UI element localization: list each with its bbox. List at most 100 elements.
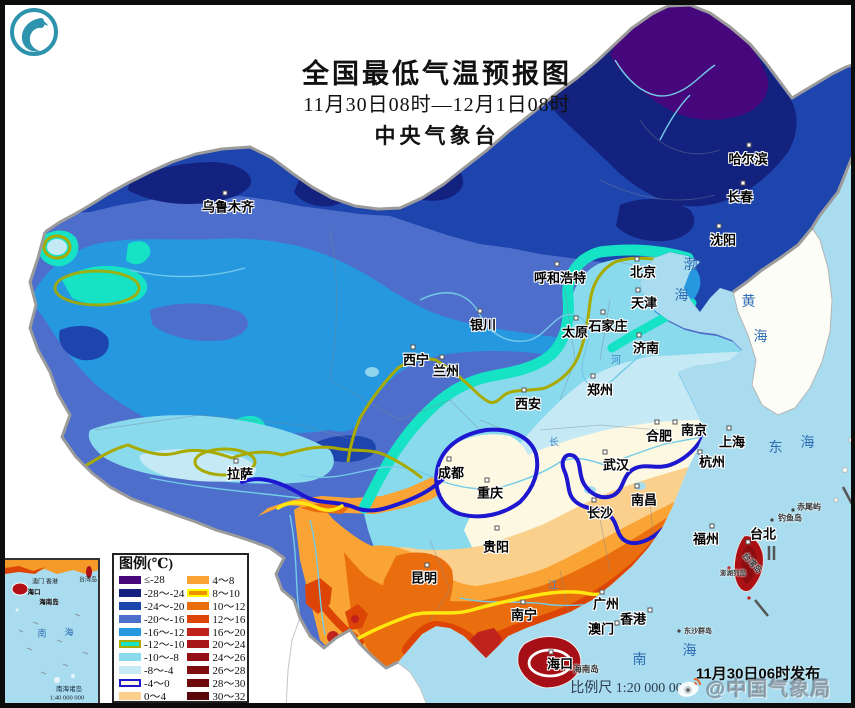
city-dot (233, 458, 239, 464)
legend-range-label: 0～4 (144, 690, 166, 703)
city-dot (614, 620, 620, 626)
city-dot (410, 344, 416, 350)
city-dot (745, 539, 751, 545)
inset-label: 台湾岛 (78, 577, 98, 584)
city-dot (439, 354, 445, 360)
city-dot (634, 256, 640, 262)
island-dot (770, 518, 774, 522)
river-label: 长 (549, 437, 559, 449)
city-label: 呼和浩特 (533, 270, 587, 286)
city-label: 台北 (749, 526, 777, 542)
legend-item: 16～20 (187, 625, 246, 639)
legend-swatch (119, 653, 141, 662)
city-dot (573, 315, 579, 321)
legend-swatch (187, 614, 210, 623)
legend-item: 4～8 (187, 574, 245, 587)
city-dot (446, 456, 452, 462)
island-label: 赤尾屿 (797, 502, 821, 512)
legend-range-label: 4～8 (212, 575, 235, 588)
legend-item: 10～12 (187, 600, 245, 613)
island-label: 钓鱼岛 (778, 513, 802, 523)
legend-item: 26～28 (187, 664, 245, 677)
city-label: 沈阳 (709, 232, 737, 248)
legend-swatch (119, 640, 141, 649)
city-dot (647, 607, 653, 613)
city-label: 杭州 (698, 454, 726, 470)
city-dot (599, 589, 605, 595)
legend-range-label: 10～12 (212, 601, 246, 613)
legend-column-right: 4～8 8～10 10～12 12～16 16～20 20～24 24～26 26～28 28～… (187, 574, 246, 703)
city-dot (424, 562, 430, 568)
island-label: 澎湖列岛 (720, 570, 746, 577)
legend-item: -16～-12 (119, 625, 184, 639)
legend-item: 30～32 (187, 689, 245, 703)
hainan-island (517, 636, 582, 689)
city-dot (740, 180, 746, 186)
legend-range-label: 26～28 (212, 664, 246, 677)
watermark: @中国气象局 (706, 678, 832, 701)
inset-label: 澳门 香港 (32, 579, 58, 586)
legend-title: 图例(℃) (119, 557, 174, 572)
city-dot (726, 425, 732, 431)
legend-item: -24～-20 (119, 600, 184, 613)
legend-swatch (187, 678, 210, 687)
legend-item: 0～4 (119, 689, 184, 703)
legend-swatch (187, 665, 210, 674)
legend-range-label: 16～20 (212, 626, 246, 639)
province-borders (94, 119, 721, 621)
rivers (129, 59, 716, 636)
city-dot (634, 483, 640, 489)
legend-swatch (119, 614, 141, 623)
legend-range-label: -28～-24 (144, 588, 185, 601)
city-label: 上海 (718, 434, 746, 450)
city-label: 银川 (469, 317, 497, 333)
legend-swatch (187, 627, 210, 636)
sea-label: 南 (632, 653, 648, 668)
legend-swatch (119, 601, 141, 610)
city-label: 济南 (632, 340, 660, 356)
city-label: 郑州 (586, 382, 614, 398)
legend-swatch (119, 691, 141, 700)
sea-label: 渤 (683, 258, 699, 273)
inset-graphics (5, 560, 98, 683)
agency-name: 中央气象台 (374, 124, 500, 148)
legend-swatch (119, 665, 141, 674)
city-label: 昆明 (410, 570, 438, 586)
city-dot (591, 497, 597, 503)
inset-label: 南海诸岛 (56, 686, 82, 693)
city-dot (636, 332, 642, 338)
city-dot (548, 649, 554, 655)
legend-item: ≤-28 (119, 574, 184, 587)
legend-swatch (187, 691, 210, 700)
city-dot (697, 449, 703, 455)
legend-swatch (187, 640, 210, 649)
city-label: 广州 (592, 596, 620, 612)
city-label: 南昌 (630, 492, 658, 508)
legend-swatch (187, 601, 210, 610)
south-china-sea-inset: 澳门 香港 台湾岛 海口 海南岛南 海南海诸岛 1:40 000 000 (3, 558, 100, 706)
legend-swatch (119, 589, 141, 598)
legend-range-label: -8～-4 (144, 664, 174, 677)
legend-column-left: ≤-28 -28～-24 -24～-20 -20～-16 -16～-12 -12～-10-… (119, 574, 185, 703)
legend-swatch (187, 589, 210, 598)
river-label: 江 (548, 580, 558, 592)
sea-label: 海 (682, 644, 698, 659)
city-label: 哈尔滨 (728, 151, 768, 167)
river-label: 河 (611, 355, 621, 367)
city-label: 太原 (561, 324, 589, 340)
legend-item: 20～24 (187, 638, 245, 651)
city-label: 南京 (680, 422, 708, 438)
city-label: 拉萨 (226, 466, 254, 482)
legend-item: 12～16 (187, 612, 245, 626)
legend-range-label: -4～0 (144, 677, 170, 690)
city-dot (709, 523, 715, 529)
city-label: 北京 (629, 264, 657, 280)
legend-item: 28～30 (187, 676, 245, 690)
legend-range-label: -24～-20 (144, 601, 185, 613)
inset-label: 海 (64, 627, 74, 638)
island-label: 东沙群岛 (684, 628, 712, 635)
sea-label: 海 (753, 330, 769, 345)
city-dot (654, 419, 660, 425)
map-scale: 比例尺 1:20 000 000 (570, 681, 690, 696)
